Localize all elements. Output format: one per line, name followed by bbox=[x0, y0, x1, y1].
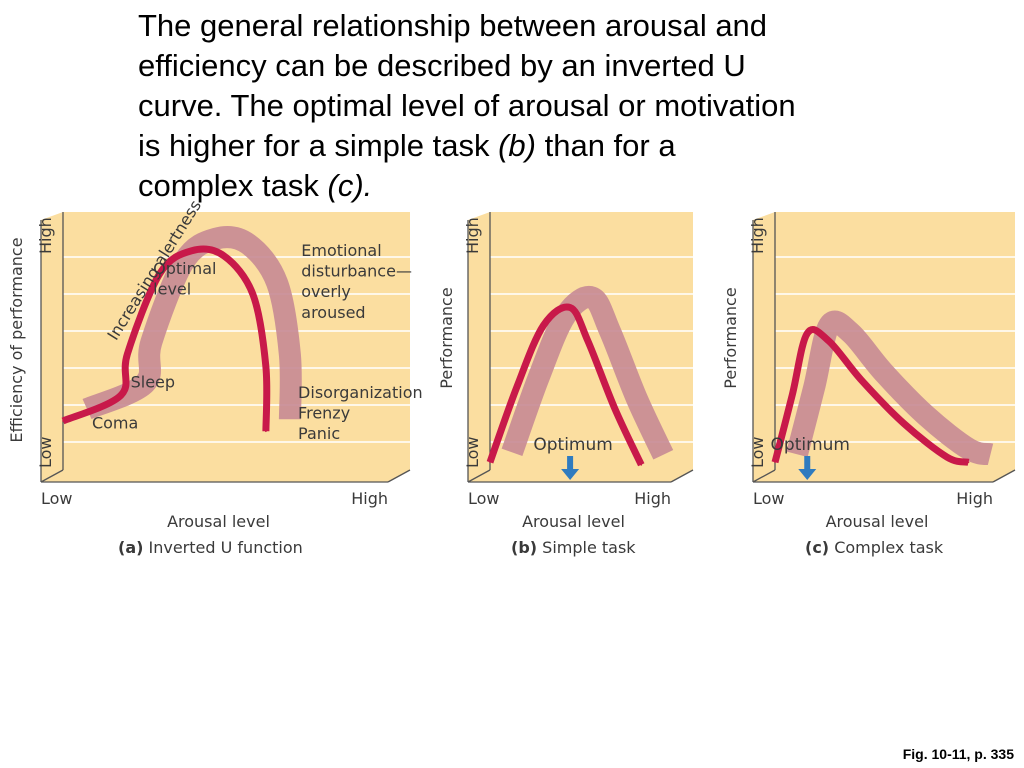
floor-edge bbox=[387, 469, 411, 483]
data-point bbox=[613, 407, 616, 409]
y-tick-label: High bbox=[463, 217, 482, 254]
caption: The general relationship between arousal… bbox=[138, 6, 798, 206]
data-point bbox=[569, 306, 571, 309]
y-tick-label: High bbox=[748, 217, 767, 254]
optimum-arrow-head bbox=[798, 469, 817, 480]
data-point bbox=[542, 324, 545, 327]
curve-band bbox=[82, 226, 302, 420]
x-tick-label: High bbox=[634, 489, 671, 508]
annotation: disturbance— bbox=[301, 262, 412, 281]
floor-edge bbox=[992, 469, 1016, 483]
optimum-arrow-stem bbox=[804, 456, 811, 470]
data-point bbox=[806, 332, 809, 335]
data-point bbox=[158, 273, 161, 275]
annotation: Frenzy bbox=[298, 403, 350, 422]
y-tick-label: Low bbox=[463, 436, 482, 468]
data-point bbox=[191, 249, 193, 252]
panel-letter: (b) bbox=[511, 538, 537, 557]
annotation: overly bbox=[301, 282, 351, 301]
panel-side bbox=[41, 212, 63, 482]
annotation: Panic bbox=[298, 424, 340, 443]
data-point bbox=[62, 420, 64, 422]
annotation: Coma bbox=[92, 414, 138, 433]
data-point bbox=[587, 340, 589, 342]
curve-band bbox=[786, 310, 994, 466]
y-tick-label: Low bbox=[36, 436, 55, 468]
data-point bbox=[489, 461, 491, 464]
data-point bbox=[126, 353, 129, 355]
data-point bbox=[967, 461, 970, 464]
y-tick-label: Low bbox=[748, 436, 767, 468]
data-point bbox=[946, 456, 948, 458]
panel-side bbox=[753, 212, 775, 482]
x-tick-label: Low bbox=[468, 489, 500, 508]
floor-edge bbox=[670, 469, 694, 483]
x-axis-label: Arousal level bbox=[826, 512, 929, 531]
panel-title-text: Inverted U function bbox=[143, 538, 302, 557]
curve-band bbox=[501, 286, 674, 460]
y-axis-label: Performance bbox=[437, 287, 456, 388]
annotation: Disorganization bbox=[298, 383, 423, 402]
y-axis-label: Efficiency of performance bbox=[7, 237, 26, 442]
panel-title: (b) Simple task bbox=[511, 538, 636, 557]
axis-corner bbox=[752, 469, 776, 483]
x-tick-label: High bbox=[351, 489, 388, 508]
x-axis-label: Arousal level bbox=[167, 512, 270, 531]
caption-text-2: than for a complex task bbox=[138, 128, 676, 203]
caption-text-1: The general relationship between arousal… bbox=[138, 8, 796, 163]
data-point bbox=[120, 394, 122, 396]
annotation: aroused bbox=[301, 303, 365, 322]
data-point bbox=[827, 340, 830, 342]
annotation: Sleep bbox=[131, 372, 175, 391]
panel-floor bbox=[41, 470, 410, 482]
x-tick-label: Low bbox=[41, 489, 73, 508]
y-axis-label: Performance bbox=[721, 287, 740, 388]
data-point bbox=[265, 430, 267, 433]
data-point bbox=[223, 255, 225, 257]
x-tick-label: Low bbox=[753, 489, 785, 508]
optimum-arrow-head bbox=[561, 469, 580, 480]
caption-em-b: (b) bbox=[498, 128, 536, 163]
panel-floor bbox=[468, 470, 693, 482]
panel-floor bbox=[753, 470, 1015, 482]
x-axis-label: Arousal level bbox=[522, 512, 625, 531]
caption-em-c: (c). bbox=[327, 168, 373, 203]
panel-b: Optimum Low High Performance Low High Arousal … bbox=[437, 212, 694, 557]
data-point bbox=[252, 293, 254, 296]
panel-letter: (a) bbox=[118, 538, 143, 557]
y-tick-label: High bbox=[36, 217, 55, 254]
panel-title-text: Complex task bbox=[829, 538, 944, 557]
data-point bbox=[265, 366, 267, 368]
data-point bbox=[791, 394, 793, 396]
optimum-label: Optimum bbox=[533, 435, 612, 455]
optimum-label: Optimum bbox=[771, 435, 850, 455]
data-point bbox=[640, 464, 643, 466]
annotation: Optimal bbox=[153, 259, 216, 278]
panel-title: (a) Inverted U function bbox=[118, 538, 303, 557]
panel-letter: (c) bbox=[805, 538, 829, 557]
panel-side bbox=[468, 212, 490, 482]
x-tick-label: High bbox=[956, 489, 993, 508]
panel-back bbox=[63, 212, 410, 470]
panel-title: (c) Complex task bbox=[805, 538, 944, 557]
annotation: Emotional bbox=[301, 241, 381, 260]
data-point bbox=[903, 422, 905, 425]
axis-corner bbox=[40, 469, 64, 483]
data-point bbox=[860, 378, 862, 381]
data-point bbox=[774, 461, 776, 464]
panel-title-text: Simple task bbox=[537, 538, 636, 557]
axis-corner bbox=[467, 469, 491, 483]
annotation: level bbox=[153, 280, 191, 299]
data-point bbox=[515, 386, 518, 389]
optimum-arrow-stem bbox=[567, 456, 574, 470]
figure-reference: Fig. 10-11, p. 335 bbox=[902, 746, 1014, 762]
